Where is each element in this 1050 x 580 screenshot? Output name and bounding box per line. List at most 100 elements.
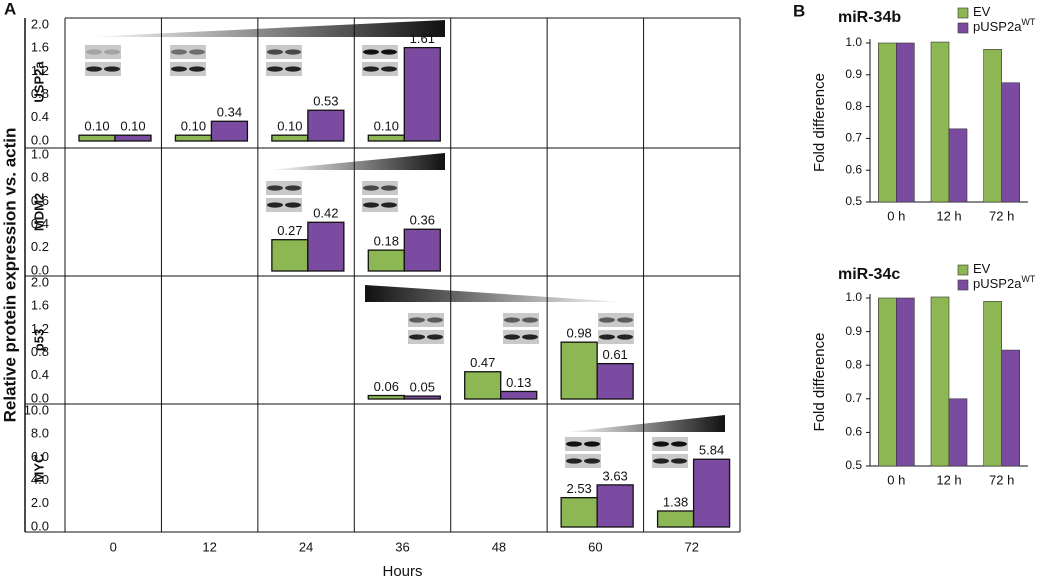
value-label: 0.98: [566, 326, 591, 341]
bar: [210, 120, 249, 142]
y-tick-label: 1.0: [845, 290, 862, 304]
blot-strip: [362, 62, 398, 76]
y-tick-label: 0.6: [845, 162, 862, 176]
blot-strip: [85, 45, 121, 59]
blot: [503, 313, 539, 344]
blot-band: [104, 66, 120, 72]
blot-strip: [170, 62, 206, 76]
row-label: USP2a: [31, 61, 46, 103]
value-label: 2.53: [566, 481, 591, 496]
blot-band: [409, 334, 425, 340]
blot-band: [86, 66, 102, 72]
blot: [362, 181, 398, 212]
blot-strip: [362, 181, 398, 195]
blot-band: [584, 458, 600, 464]
value-label: 3.63: [602, 468, 627, 483]
y-tick-label: 0.0: [31, 132, 49, 147]
blot-band: [363, 66, 379, 72]
blot-band: [617, 317, 633, 323]
y-tick-label: 2.0: [31, 274, 49, 289]
blot: [362, 45, 398, 76]
blot-strip: [565, 454, 601, 468]
gradient-wedge: [365, 285, 625, 302]
legend-name: pUSP2a: [973, 276, 1022, 291]
y-tick-label: 0.6: [845, 425, 862, 439]
bar: [403, 395, 441, 400]
blot-band: [504, 317, 520, 323]
x-tick-label: 0 h: [887, 472, 905, 487]
blot-strip: [85, 62, 121, 76]
blot-strip: [598, 313, 634, 327]
blot-band: [653, 458, 669, 464]
x-tick-label: 36: [395, 539, 409, 554]
bar: [1001, 82, 1020, 203]
row-label: p53: [31, 329, 46, 351]
x-tick-label: 60: [588, 539, 602, 554]
blot-band: [189, 66, 205, 72]
blot: [408, 313, 444, 344]
blot-strip: [598, 330, 634, 344]
blot-band: [381, 66, 397, 72]
y-tick-label: 1.0: [845, 35, 862, 49]
y-axis-label: Fold difference: [811, 73, 828, 172]
gradient-wedge: [268, 153, 445, 170]
blot-band: [363, 49, 379, 55]
blot-band: [566, 441, 582, 447]
y-tick-label: 0.0: [31, 262, 49, 277]
blot-band: [522, 317, 538, 323]
x-tick-label: 12 h: [936, 472, 961, 487]
y-tick-label: 0.0: [31, 390, 49, 405]
x-tick-label: 72: [685, 539, 699, 554]
value-label: 0.06: [374, 379, 399, 394]
y-tick-label: 1.6: [31, 298, 49, 313]
value-label: 0.27: [277, 223, 302, 238]
bar: [692, 458, 731, 528]
panel-letter: A: [4, 0, 16, 18]
blot-band: [427, 317, 443, 323]
y-tick-label: 0.0: [31, 518, 49, 533]
blot-band: [171, 66, 187, 72]
blot-band: [617, 334, 633, 340]
legend-name: EV: [973, 4, 991, 19]
bar: [403, 228, 441, 272]
blot-band: [285, 49, 301, 55]
bar: [948, 398, 968, 467]
bar: [896, 297, 915, 467]
x-tick-label: 24: [299, 539, 313, 554]
bar: [983, 301, 1002, 467]
blot-strip: [170, 45, 206, 59]
y-tick-label: 0.8: [31, 86, 49, 101]
y-tick-label: 0.4: [31, 109, 49, 124]
bar: [500, 390, 538, 400]
legend-label: EV: [973, 261, 991, 276]
value-label: 0.18: [374, 234, 399, 249]
x-tick-label: 72 h: [989, 472, 1014, 487]
legend-label: pUSP2aWT: [973, 17, 1036, 34]
legend-superscript: WT: [1021, 17, 1035, 27]
blot-strip: [503, 313, 539, 327]
blot-band: [285, 202, 301, 208]
x-tick-label: 12: [202, 539, 216, 554]
value-label: 0.36: [410, 213, 435, 228]
blot-band: [671, 458, 687, 464]
blot-band: [566, 458, 582, 464]
chart-title: miR-34c: [838, 266, 900, 283]
legend-label: pUSP2aWT: [973, 274, 1036, 291]
y-tick-label: 0.6: [31, 193, 49, 208]
bar: [930, 41, 950, 203]
blot: [170, 45, 206, 76]
bar: [367, 249, 405, 272]
blot-band: [285, 185, 301, 191]
value-label: 0.53: [313, 94, 338, 109]
blot: [85, 45, 121, 76]
blot: [652, 437, 688, 468]
x-tick-label: 0 h: [887, 208, 905, 223]
blot-band: [267, 49, 283, 55]
bar: [307, 221, 345, 272]
legend-swatch: [957, 7, 969, 19]
y-tick-label: 1.2: [31, 63, 49, 78]
y-tick-label: 1.2: [31, 321, 49, 336]
x-tick-label: 48: [492, 539, 506, 554]
value-label: 0.10: [374, 119, 399, 134]
